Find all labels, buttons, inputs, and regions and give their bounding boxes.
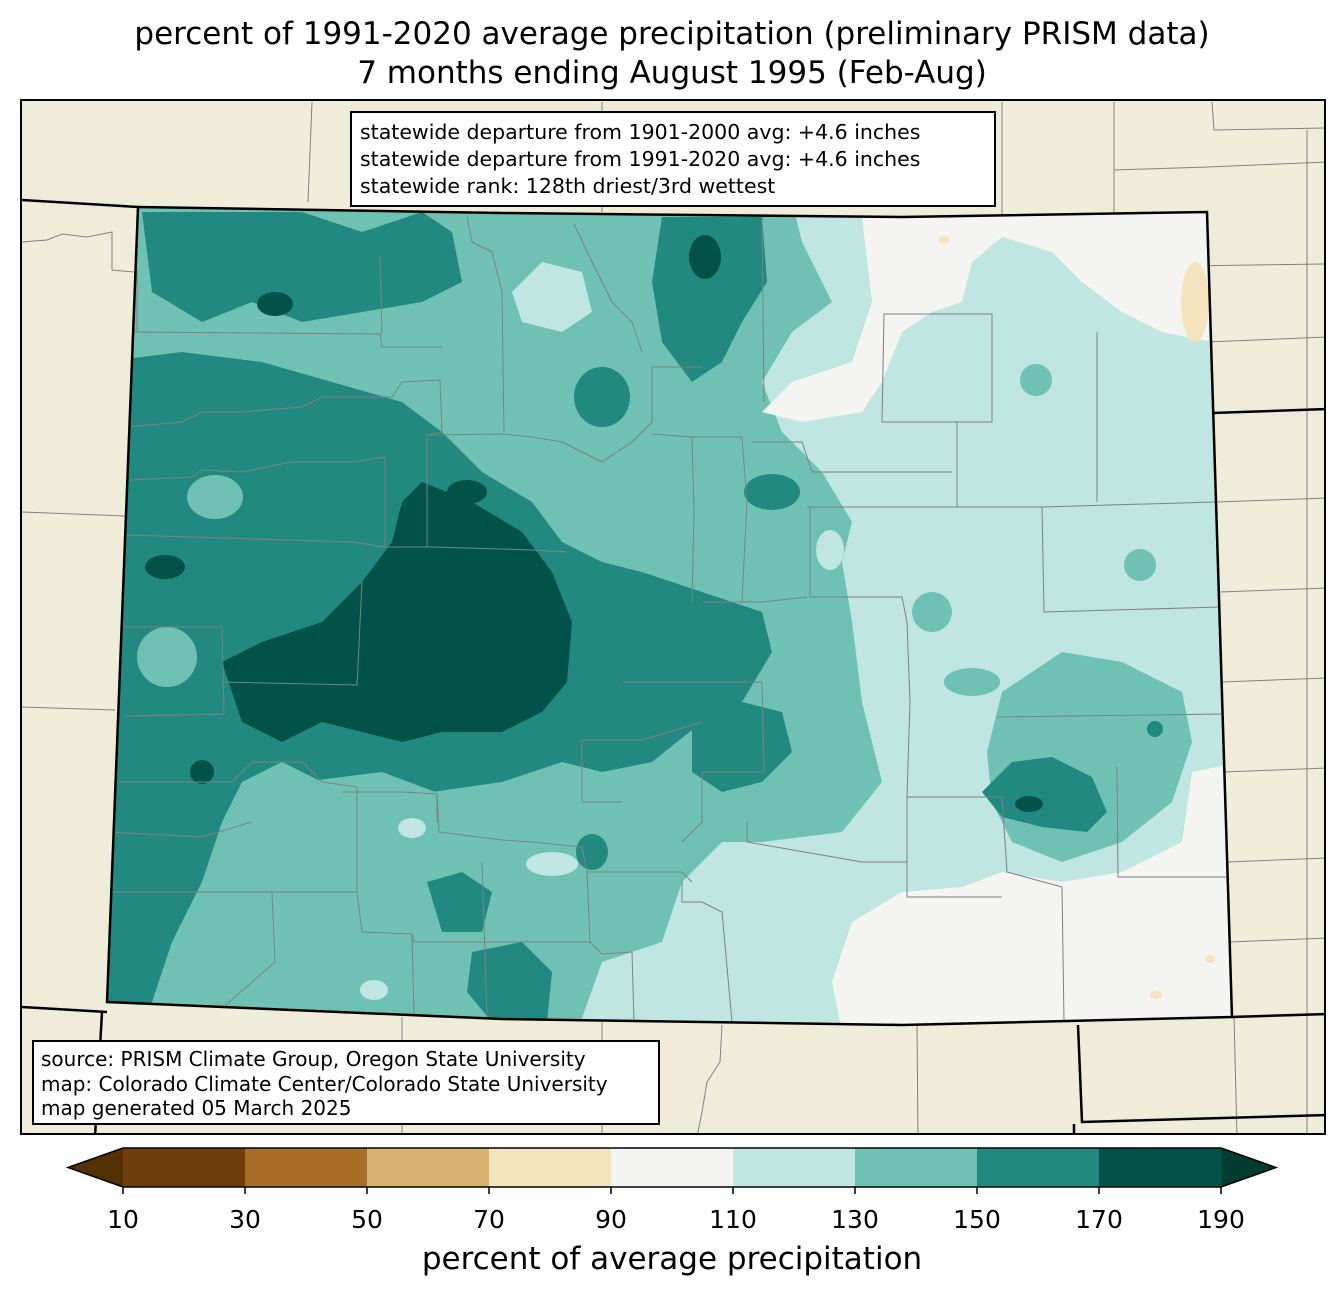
precip-150-170-spot: [574, 367, 630, 427]
precip-150-170-spot: [744, 474, 800, 510]
map-generated-date: map generated 05 March 2025: [41, 1096, 352, 1120]
colorbar-tick-label: 70: [473, 1205, 505, 1234]
colorbar-bin: [855, 1148, 978, 1187]
colorbar-tick-label: 30: [229, 1205, 261, 1234]
precip-130-150-spot: [1020, 364, 1052, 396]
colorbar-bin: [977, 1148, 1100, 1187]
precip-170-190-spot: [447, 480, 487, 504]
precip-110-130-spot: [526, 852, 578, 876]
precip-70-90-spot: [1205, 955, 1215, 963]
precip-130-150-spot: [137, 627, 197, 687]
map-title: percent of 1991-2020 average precipitati…: [134, 16, 1210, 52]
precip-170-190-spot: [145, 555, 185, 579]
colorbar-bin: [1099, 1148, 1222, 1187]
precip-130-150-spot: [944, 668, 1000, 696]
colorbar-tick-label: 90: [595, 1205, 627, 1234]
precip-130-150-spot: [912, 592, 952, 632]
colorbar-tick-label: 10: [107, 1205, 139, 1234]
colorbar-label: percent of average precipitation: [421, 1241, 923, 1277]
precip-170-190-central: [222, 482, 572, 742]
colorbar-bin: [367, 1148, 490, 1187]
precip-150-170-spot: [1147, 721, 1163, 737]
source-box: source: PRISM Climate Group, Oregon Stat…: [32, 1040, 660, 1125]
precip-90-110-ne: [762, 212, 1212, 422]
colorbar-bin: [245, 1148, 368, 1187]
precip-110-130-south: [577, 842, 762, 1025]
map-credit: map: Colorado Climate Center/Colorado St…: [41, 1071, 608, 1096]
precip-170-190-spot: [689, 235, 721, 279]
statewide-stats-box: statewide departure from 1901-2000 avg: …: [350, 111, 996, 207]
precip-field: [107, 207, 1232, 1025]
precip-150-170-central-east: [692, 702, 792, 792]
precip-90-110-se: [832, 762, 1232, 1025]
colorbar-bin: [733, 1148, 856, 1187]
county-lines: [107, 216, 1230, 1023]
colorbar-tick-label: 190: [1197, 1205, 1245, 1234]
colorbar-tick-label: 110: [709, 1205, 757, 1234]
precip-150-170-sw: [427, 872, 492, 932]
map-frame: [20, 99, 1326, 1135]
precip-170-190-spot: [257, 292, 293, 316]
precip-150-170-east-blob: [982, 757, 1107, 832]
statewide-rank: statewide rank: 128th driest/3rd wettest: [360, 174, 776, 198]
colorado-border: [105, 205, 1234, 1027]
colorbar-tick-label: 150: [953, 1205, 1001, 1234]
colorbar-bins: [65, 1147, 1279, 1188]
colorbar-tick-label: 50: [351, 1205, 383, 1234]
precip-130-150-spot: [1124, 549, 1156, 581]
colorbar-high-extend: [1221, 1148, 1276, 1187]
precip-150-170-sw2: [467, 942, 552, 1022]
colorbar-tick-label: 130: [831, 1205, 879, 1234]
precip-70-90-spot: [1181, 262, 1209, 342]
precipitation-map: [22, 101, 1324, 1133]
colorbar-bin: [489, 1148, 612, 1187]
colorbar: 10 30 50 70 90 110 130 150 170 190: [65, 1147, 1279, 1234]
departure-1901-2000: statewide departure from 1901-2000 avg: …: [360, 120, 921, 144]
map-subtitle: 7 months ending August 1995 (Feb-Aug): [357, 55, 987, 91]
colorbar-low-extend: [68, 1148, 123, 1187]
colorbar-tick-label: 170: [1075, 1205, 1123, 1234]
colorbar-bin: [123, 1148, 246, 1187]
precip-150-170-nw: [142, 212, 462, 322]
precip-130-150-spot: [187, 475, 243, 519]
departure-1991-2020: statewide departure from 1991-2020 avg: …: [360, 147, 921, 171]
precip-150-170-spot: [576, 834, 608, 870]
precip-110-130-spot: [816, 530, 844, 570]
colorbar-bin: [611, 1148, 734, 1187]
precip-150-170-north: [652, 217, 767, 382]
precip-150-170-spot: [190, 760, 214, 784]
precip-110-130-west-spot: [512, 262, 592, 332]
precip-70-90-spot: [1150, 991, 1162, 999]
source-credit: source: PRISM Climate Group, Oregon Stat…: [41, 1047, 586, 1071]
precip-110-130-spot: [360, 980, 388, 1000]
precip-70-90-spot: [939, 236, 949, 244]
precip-110-130-spot: [398, 818, 426, 838]
colorbar-ticks: 10 30 50 70 90 110 130 150 170 190: [107, 1187, 1245, 1234]
precip-170-190-east-spot: [1015, 796, 1043, 812]
